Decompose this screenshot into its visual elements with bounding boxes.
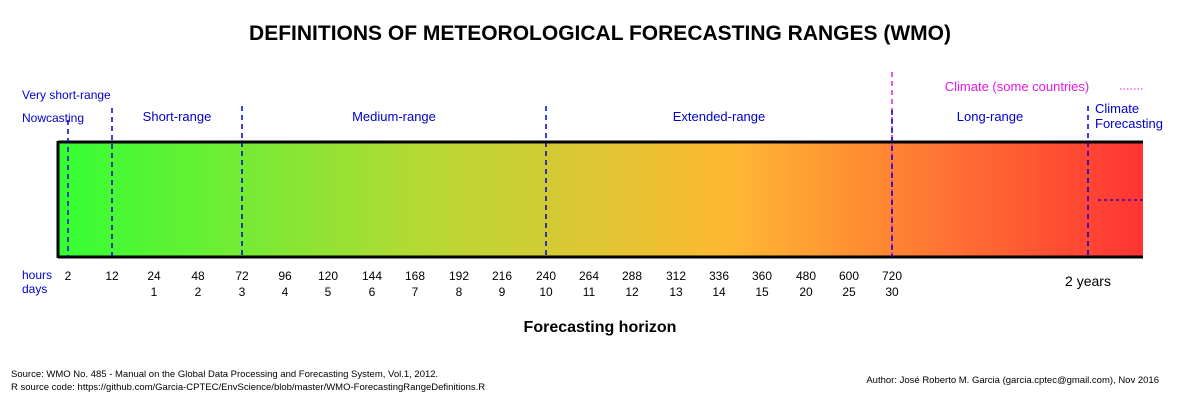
end-label-2-years: 2 years (1065, 273, 1111, 289)
diagram-title: DEFINITIONS OF METEOROLOGICAL FORECASTIN… (249, 22, 951, 45)
tick-hours-720: 720 (882, 269, 902, 283)
tick-hours-72: 72 (235, 269, 249, 283)
tick-hours-312: 312 (666, 269, 686, 283)
range-label-very-short: Very short-range (22, 88, 111, 102)
range-label-climate-some-countries: Climate (some countries) (945, 79, 1090, 94)
tick-hours-168: 168 (405, 269, 425, 283)
range-label-extended: Extended-range (673, 109, 766, 124)
tick-days-12: 12 (625, 285, 639, 299)
rcode-note: R source code: https://github.com/Garcia… (11, 382, 486, 393)
row-label-days: days (22, 282, 47, 296)
tick-hours-288: 288 (622, 269, 642, 283)
author-note: Author: José Roberto M. Garcia (garcia.c… (866, 375, 1159, 386)
range-label-medium: Medium-range (352, 109, 436, 124)
tick-days-25: 25 (842, 285, 856, 299)
row-label-hours: hours (22, 268, 52, 282)
tick-days-6: 6 (369, 285, 376, 299)
tick-hours-2: 2 (65, 269, 72, 283)
range-label-climate-forecasting: Climate Forecasting (1095, 101, 1163, 131)
tick-days-14: 14 (712, 285, 726, 299)
forecast-bar (58, 142, 1143, 257)
tick-days-3: 3 (239, 285, 246, 299)
tick-days-13: 13 (669, 285, 683, 299)
tick-days-20: 20 (799, 285, 813, 299)
range-label-short: Short-range (143, 109, 212, 124)
tick-hours-600: 600 (839, 269, 859, 283)
tick-days-11: 11 (583, 285, 596, 299)
tick-hours-360: 360 (752, 269, 772, 283)
tick-hours-216: 216 (492, 269, 512, 283)
tick-hours-240: 240 (536, 269, 556, 283)
tick-days-9: 9 (499, 285, 506, 299)
tick-days-15: 15 (755, 285, 769, 299)
tick-days-30: 30 (885, 285, 899, 299)
tick-hours-120: 120 (318, 269, 338, 283)
axis-label-forecasting-horizon: Forecasting horizon (524, 319, 677, 336)
range-label-nowcasting: Nowcasting (22, 111, 84, 125)
tick-days-1: 1 (151, 285, 158, 299)
tick-hours-336: 336 (709, 269, 729, 283)
tick-hours-96: 96 (278, 269, 292, 283)
source-note: Source: WMO No. 485 - Manual on the Glob… (11, 369, 439, 380)
tick-hours-144: 144 (362, 269, 382, 283)
tick-days-5: 5 (325, 285, 332, 299)
tick-hours-12: 12 (105, 269, 119, 283)
tick-days-4: 4 (282, 285, 289, 299)
tick-days-2: 2 (195, 285, 202, 299)
tick-hours-480: 480 (796, 269, 816, 283)
tick-hours-192: 192 (449, 269, 469, 283)
tick-hours-264: 264 (579, 269, 599, 283)
tick-hours-48: 48 (191, 269, 205, 283)
tick-days-8: 8 (456, 285, 463, 299)
tick-days-10: 10 (539, 285, 553, 299)
range-label-long: Long-range (957, 109, 1024, 124)
tick-hours-24: 24 (147, 269, 161, 283)
tick-days-7: 7 (412, 285, 419, 299)
